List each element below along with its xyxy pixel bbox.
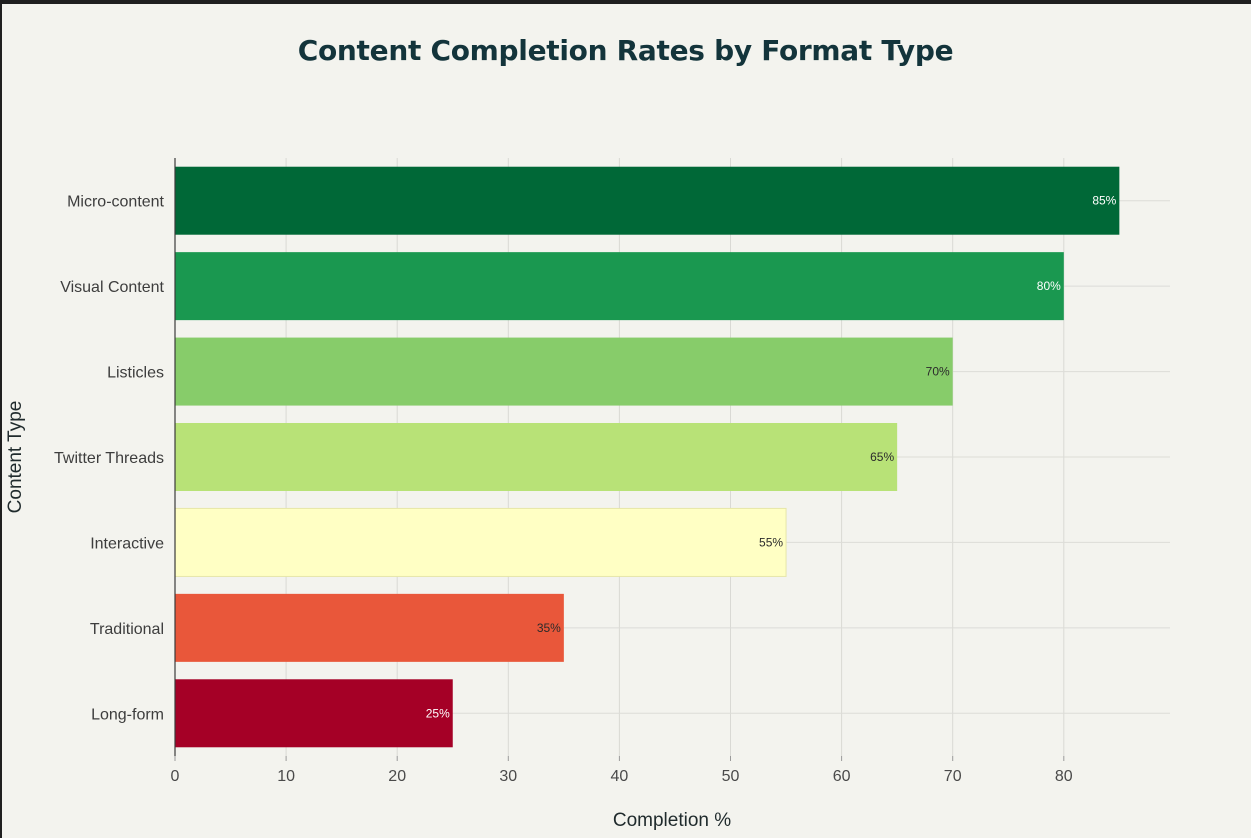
bar-long-form bbox=[175, 679, 453, 748]
data-label: 80% bbox=[1037, 279, 1061, 293]
data-label: 85% bbox=[1092, 194, 1116, 208]
bar-traditional bbox=[175, 593, 564, 662]
x-tick-label: 70 bbox=[944, 768, 962, 785]
x-tick-label: 0 bbox=[171, 768, 180, 785]
data-label: 55% bbox=[759, 535, 783, 549]
x-tick-label: 80 bbox=[1055, 768, 1073, 785]
x-tick-label: 20 bbox=[388, 768, 406, 785]
data-label: 25% bbox=[426, 706, 450, 720]
y-category-label: Listicles bbox=[107, 365, 164, 382]
x-tick-label: 50 bbox=[722, 768, 740, 785]
y-category-label: Interactive bbox=[90, 535, 164, 552]
bar-twitter-threads bbox=[175, 423, 898, 491]
bar-visual-content bbox=[175, 252, 1064, 321]
x-tick-label: 60 bbox=[833, 768, 851, 785]
x-tick-label: 40 bbox=[611, 768, 629, 785]
x-tick-label: 30 bbox=[499, 768, 517, 785]
data-label: 65% bbox=[870, 450, 894, 464]
y-category-label: Long-form bbox=[91, 706, 164, 723]
y-category-label: Visual Content bbox=[60, 279, 164, 296]
x-tick-label: 10 bbox=[277, 768, 295, 785]
data-label: 70% bbox=[926, 365, 950, 379]
y-category-label: Micro-content bbox=[67, 194, 164, 211]
y-axis-title: Content Type bbox=[5, 401, 26, 514]
y-category-label: Traditional bbox=[90, 621, 164, 638]
axes bbox=[174, 158, 1065, 761]
bar-listicles bbox=[175, 337, 953, 406]
data-label: 35% bbox=[537, 621, 561, 635]
bars bbox=[174, 166, 1120, 748]
x-axis-title: Completion % bbox=[613, 810, 731, 831]
y-category-label: Twitter Threads bbox=[54, 450, 164, 467]
bar-micro-content bbox=[175, 166, 1120, 235]
labels: 0 10 20 30 40 50 60 70 80 85% Micro-content 80% Visu… bbox=[54, 194, 1117, 785]
bar-interactive bbox=[174, 507, 787, 577]
chart-title: Content Completion Rates by Format Type bbox=[297, 34, 954, 67]
